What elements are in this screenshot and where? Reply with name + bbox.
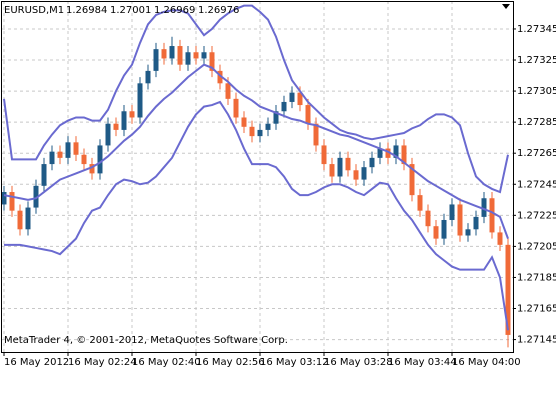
plot [1,4,511,348]
header-value: 1.26984 [66,5,107,16]
candle-body [121,111,127,130]
y-tick-label: 1.27145 [517,335,556,346]
x-tick-label: 16 May 2012 [4,357,69,368]
bollinger-band [3,4,509,194]
candle-body [393,145,399,158]
candle-body [417,195,423,211]
y-tick-label: 1.27285 [517,117,556,128]
candle-body [385,148,391,158]
footer: MetaTrader 4, © 2001-2012, MetaQuotes So… [4,335,288,346]
candle-body [353,170,359,180]
candle-body [225,83,231,99]
candle-body [289,92,295,102]
candle-body [497,232,503,245]
candle-body [329,164,335,177]
y-tick-label: 1.27165 [517,304,556,315]
candle-body [433,226,439,239]
candle-body [65,142,71,158]
x-tick-label: 16 May 03:28 [324,357,393,368]
y-tick-label: 1.27225 [517,210,556,221]
candle-body [401,145,407,165]
candle-body [321,145,327,165]
x-tick-label: 16 May 03:44 [388,357,457,368]
candle-body [201,52,207,59]
y-tick-label: 1.27185 [517,272,556,283]
candle-body [137,83,143,118]
x-tick-label: 16 May 04:00 [452,357,521,368]
x-tick-label: 16 May 02:40 [132,357,201,368]
candle-body [57,151,63,158]
candle-body [305,105,311,124]
candle-body [113,123,119,130]
candle-body [17,210,23,230]
candle-body [441,219,447,239]
x-tick-label: 16 May 02:56 [196,357,265,368]
candle-body [313,123,319,146]
plot-frame [1,1,514,353]
y-tick-label: 1.27245 [517,179,556,190]
y-tick-label: 1.27325 [517,55,556,66]
y-tick-label: 1.27265 [517,148,556,159]
header-value: 1.26969 [154,5,195,16]
candle-body [25,207,31,230]
candle-body [185,52,191,65]
candle-body [361,167,367,180]
candle-body [89,164,95,174]
candle-body [377,148,383,158]
candle-body [489,198,495,233]
candle-body [105,123,111,146]
y-tick-label: 1.27345 [517,24,556,35]
y-tick-label: 1.27305 [517,86,556,97]
candle-body [217,70,223,84]
candle-body [249,126,255,137]
grid [2,1,513,352]
candle-body [1,192,7,205]
candle-body [481,198,487,217]
candle-body [209,52,215,71]
candle-body [465,229,471,236]
candle-body [449,204,455,220]
candle-body [177,46,183,65]
candle-body [281,101,287,112]
candle-body [193,52,199,59]
candle-body [369,157,375,168]
candle-body [457,204,463,236]
candle-body [265,123,271,130]
candle-body [145,70,151,84]
candle-body [257,129,263,137]
candle-body [345,157,351,171]
candle-body [81,154,87,165]
candle-body [297,92,303,106]
candle-body [337,157,343,177]
candle-body [97,145,103,174]
candle-body [241,117,247,127]
candle-body [409,164,415,196]
chart-title: EURUSD,M1 [4,5,64,16]
candle-body [273,111,279,124]
candle-body [505,244,511,335]
candle-body [233,98,239,118]
candle-body [129,111,135,118]
candle-body [161,49,167,59]
x-tick-label: 16 May 03:12 [260,357,329,368]
candle-body [425,210,431,227]
header-value: 1.27001 [110,5,151,16]
candle-body [49,151,55,165]
candle-body [153,49,159,71]
candle-body [41,164,47,186]
candle-body [169,46,175,59]
bollinger-band [3,63,509,239]
bollinger-band [4,100,509,331]
candle-body [9,192,15,211]
candle-body [473,216,479,230]
candle-body [73,142,79,155]
candle-body [33,185,39,208]
y-tick-label: 1.27205 [517,241,556,252]
x-tick-label: 16 May 02:24 [68,357,137,368]
shift-marker [502,4,510,9]
header-value: 1.26976 [198,5,239,16]
